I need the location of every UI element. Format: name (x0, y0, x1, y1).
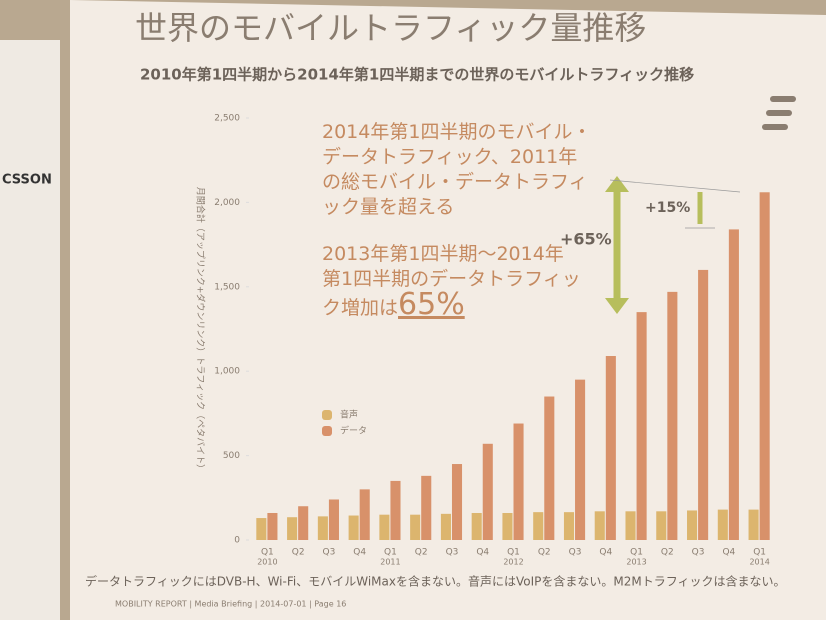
bar (759, 192, 770, 540)
x-tick-label: Q1 (753, 548, 766, 558)
bar (533, 512, 544, 540)
x-tick-label: Q2 (661, 548, 674, 558)
annotation-highlight: 65% (398, 287, 465, 322)
arrow-head (605, 176, 629, 192)
x-tick-label: Q3 (446, 548, 459, 558)
bar (471, 512, 482, 540)
x-tick-label: Q1 (384, 548, 397, 558)
bar (605, 356, 616, 540)
side-panel (0, 40, 60, 620)
growth-label: +15% (645, 200, 690, 216)
x-tick-label: Q2 (538, 548, 551, 558)
bar (594, 511, 605, 540)
x-year-label: 2011 (380, 558, 400, 567)
guide (609, 179, 741, 193)
legend-swatch (322, 410, 332, 420)
legend-label: 音声 (340, 409, 358, 421)
x-year-label: 2012 (503, 558, 523, 567)
x-tick-label: Q4 (722, 548, 735, 558)
x-tick-label: Q4 (599, 548, 612, 558)
annotation: 2014年第1四半期のモバイル・データトラフィック、2011年の総モバイル・デー… (322, 121, 592, 218)
bar (451, 464, 463, 540)
y-tick-label: 2,500 (214, 114, 240, 124)
x-year-label: 2014 (749, 558, 769, 567)
legend-label: データ (340, 425, 367, 437)
x-tick-label: Q4 (476, 548, 489, 558)
bar (359, 489, 370, 540)
y-tick-label: 0 (234, 536, 240, 546)
ericsson-logo (762, 96, 796, 130)
bar (667, 291, 678, 540)
bar (513, 423, 524, 540)
bar (256, 518, 267, 540)
bar (687, 510, 698, 540)
y-axis-label: 月間合計（アップリンク+ダウンリンク）トラフィック（ペタバイト） (195, 187, 207, 473)
arrow-head (605, 298, 629, 314)
bar (698, 269, 709, 540)
x-tick-label: Q3 (569, 548, 582, 558)
bar (379, 514, 390, 540)
bar (502, 512, 513, 540)
bar (575, 379, 586, 540)
bar (328, 499, 339, 540)
bar (267, 512, 278, 540)
bar (421, 475, 432, 540)
x-tick-label: Q3 (323, 548, 336, 558)
x-tick-label: Q1 (261, 548, 274, 558)
y-tick-label: 1,500 (214, 282, 240, 292)
x-tick-label: Q2 (415, 548, 428, 558)
bar (390, 480, 401, 540)
legend-swatch (322, 426, 332, 436)
x-tick-label: Q4 (353, 548, 366, 558)
growth-label: +65% (560, 230, 612, 249)
bar (563, 512, 575, 540)
bar (544, 396, 555, 540)
annotation: 2013年第1四半期～2014年第1四半期のデータトラフィック増加は65% (322, 242, 582, 321)
bar (625, 511, 636, 540)
x-year-label: 2013 (626, 558, 646, 567)
bar (348, 515, 359, 540)
bar (728, 229, 739, 540)
annotation-text: 2013年第1四半期～2014年第1四半期のデータトラフィック増加は (322, 243, 581, 319)
chart-title: 世界のモバイルトラフィック量推移 (135, 9, 646, 47)
footer: MOBILITY REPORT | Media Briefing | 2014-… (115, 600, 346, 609)
bar (636, 312, 647, 540)
bar (717, 509, 728, 540)
x-tick-label: Q1 (507, 548, 520, 558)
x-tick-label: Q2 (292, 548, 305, 558)
bar (287, 517, 298, 540)
side-logo: CSSON (2, 173, 52, 188)
y-tick-label: 2,000 (214, 198, 240, 208)
bar (748, 509, 759, 540)
bar (482, 443, 493, 540)
footnote: データトラフィックにはDVB-H、Wi-Fi、モバイルWiMaxを含まない。音声… (85, 574, 785, 589)
x-year-label: 2010 (257, 558, 277, 567)
bar (410, 514, 421, 540)
bar (298, 506, 309, 540)
chart-subtitle: 2010年第1四半期から2014年第1四半期までの世界のモバイルトラフィック推移 (140, 66, 694, 84)
x-tick-label: Q3 (692, 548, 705, 558)
y-tick-label: 500 (223, 451, 240, 461)
bar (440, 513, 451, 540)
x-tick-label: Q1 (630, 548, 643, 558)
bar (317, 516, 328, 540)
y-tick-label: 1,000 (214, 367, 240, 377)
bar (656, 511, 667, 540)
